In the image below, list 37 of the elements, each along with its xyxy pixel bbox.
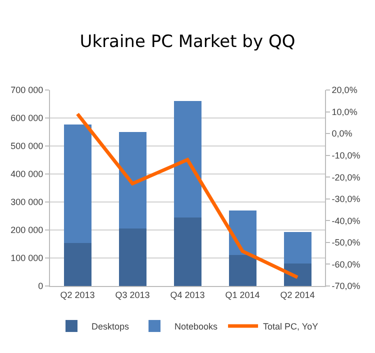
- y2-tick-label: -60,0%: [332, 259, 360, 270]
- bar: [284, 264, 312, 286]
- bar: [118, 132, 146, 229]
- x-tick-label: Q4 2013: [170, 290, 205, 300]
- y2-tick-label: -50,0%: [332, 238, 360, 248]
- y-tick-label: 400 000: [10, 169, 44, 180]
- legend-label: Notebooks: [174, 321, 218, 332]
- y2-tick-label: -10,0%: [332, 150, 360, 160]
- y2-tick-label: -20,0%: [332, 172, 360, 182]
- y-tick-label: 300 000: [10, 197, 44, 208]
- y2-tick-label: 10,0%: [332, 106, 358, 117]
- legend-label: Desktops: [92, 321, 130, 332]
- line-series: [76, 112, 300, 280]
- y2-tick-label: 0,0%: [332, 128, 352, 139]
- x-tick-label: Q3 2013: [115, 290, 150, 300]
- bar: [174, 101, 202, 218]
- x-tick-label: Q2 2014: [280, 290, 315, 300]
- x-tick-label: Q1 2014: [225, 290, 260, 300]
- bar: [284, 232, 312, 264]
- x-tick-label: Q2 2013: [60, 290, 95, 300]
- y2-tick-label: -70,0%: [332, 281, 360, 292]
- bar: [64, 243, 92, 286]
- bar: [228, 255, 256, 286]
- y-tick-label: 700 000: [10, 85, 44, 96]
- y2-tick-label: -40,0%: [332, 216, 360, 226]
- bar: [174, 217, 202, 286]
- y-tick-label: 0: [38, 281, 44, 292]
- bar: [118, 228, 146, 286]
- chart-title: Ukraine PC Market by QQ: [80, 32, 296, 52]
- legend-label: Total PC, YoY: [263, 321, 318, 332]
- y-tick-label: 200 000: [10, 225, 44, 236]
- y-tick-label: 500 000: [10, 141, 44, 152]
- bar: [64, 124, 92, 244]
- y-tick-label: 100 000: [10, 253, 44, 264]
- y2-tick-label: -30,0%: [332, 194, 360, 204]
- y2-tick-label: 20,0%: [332, 85, 358, 96]
- y-tick-label: 600 000: [10, 113, 44, 124]
